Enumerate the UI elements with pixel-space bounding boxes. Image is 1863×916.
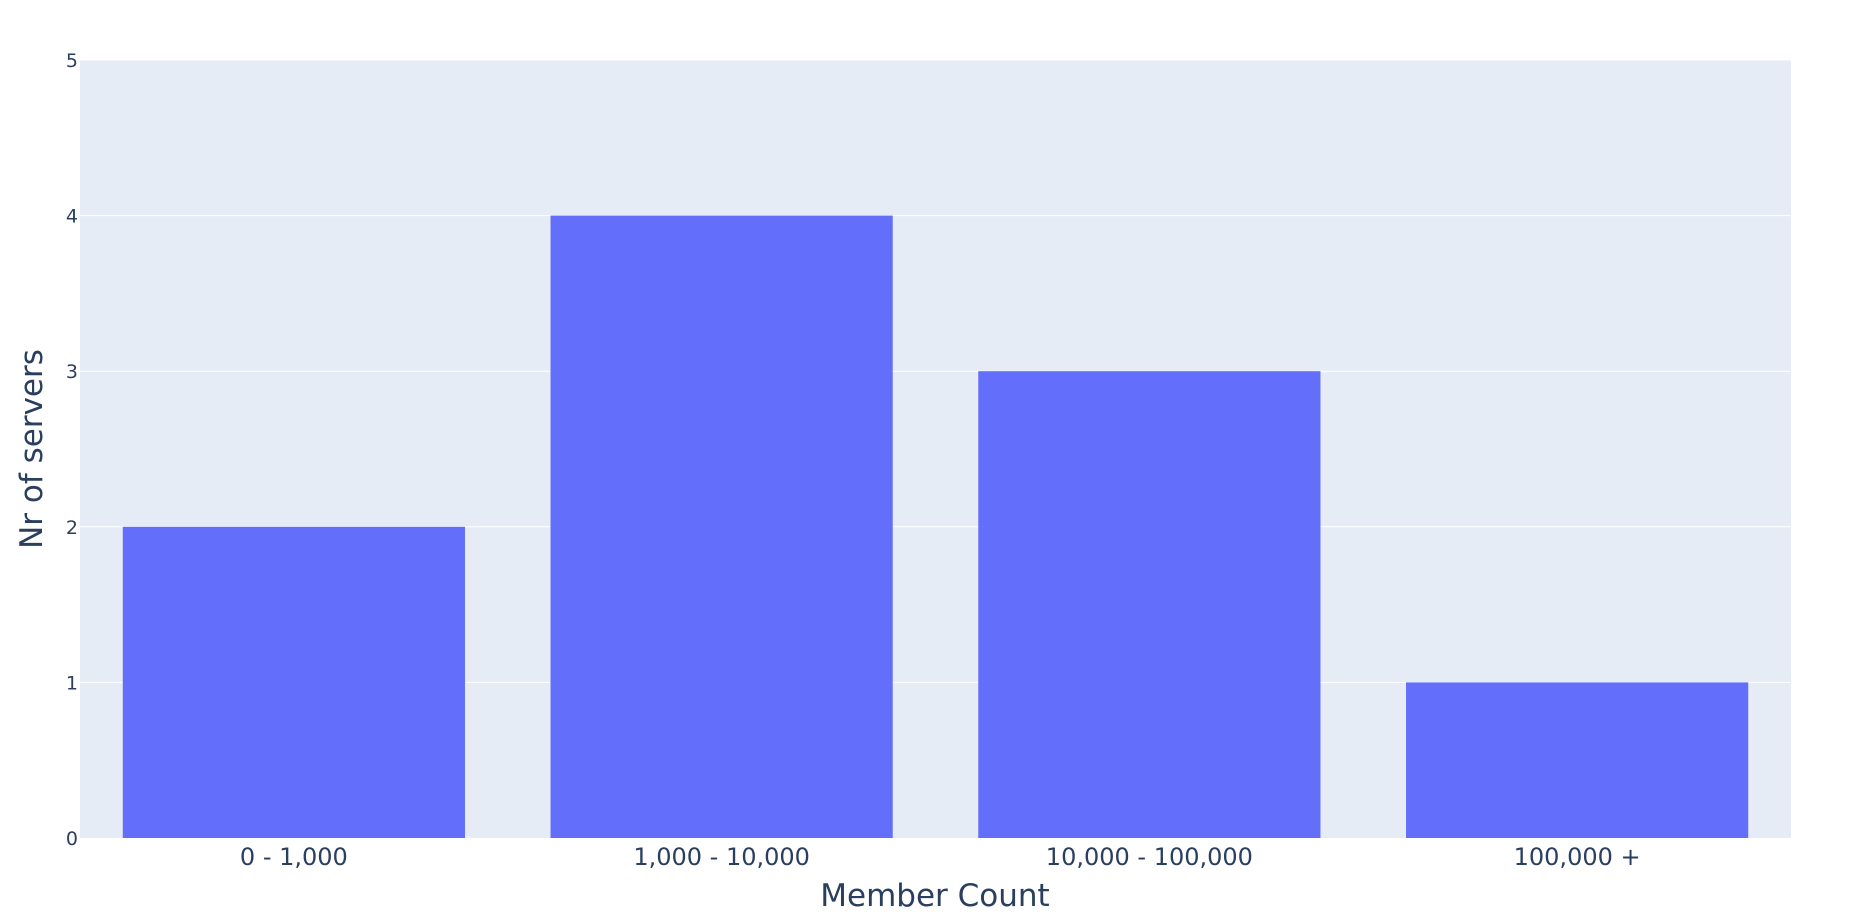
y-tick-label: 0 xyxy=(66,828,78,850)
y-tick-label: 4 xyxy=(66,206,78,228)
bar xyxy=(122,526,465,838)
bar xyxy=(550,215,893,839)
bar xyxy=(978,371,1321,838)
x-tick-labels: 0 - 1,000 1,000 - 10,000 10,000 - 100,000 1… xyxy=(240,843,1641,871)
x-axis-title: Member Count xyxy=(820,878,1049,914)
bar xyxy=(1406,682,1749,838)
y-axis-title: Nr of servers xyxy=(14,349,50,549)
x-tick-label: 10,000 - 100,000 xyxy=(1046,843,1253,871)
y-tick-labels: 0 1 2 3 4 5 xyxy=(66,50,78,850)
x-tick-label: 0 - 1,000 xyxy=(240,843,348,871)
y-tick-label: 5 xyxy=(66,50,78,72)
x-tick-label: 100,000 + xyxy=(1514,843,1641,871)
y-tick-label: 1 xyxy=(66,672,78,694)
bars xyxy=(122,215,1749,839)
y-tick-label: 2 xyxy=(66,517,78,539)
y-tick-label: 3 xyxy=(66,361,78,383)
x-tick-label: 1,000 - 10,000 xyxy=(633,843,810,871)
